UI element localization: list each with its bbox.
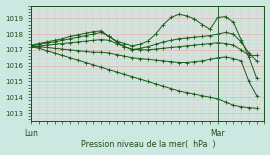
X-axis label: Pression niveau de la mer(  hPa  ): Pression niveau de la mer( hPa ) [80,140,215,149]
